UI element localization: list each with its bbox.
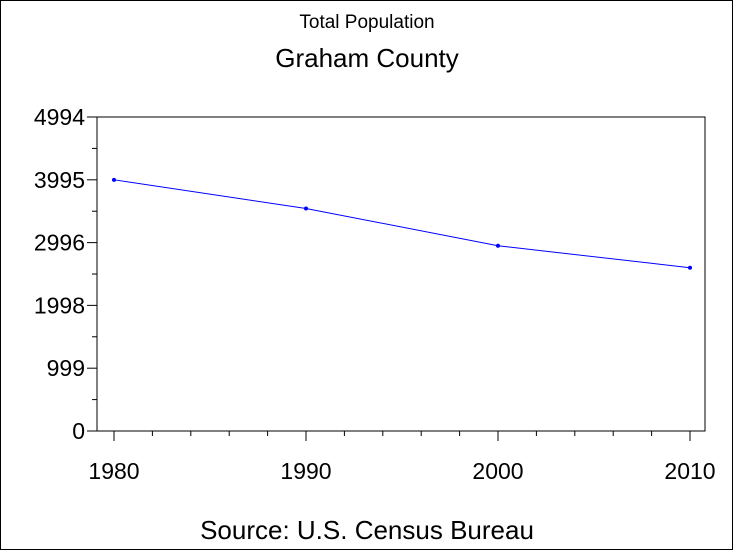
chart-source: Source: U.S. Census Bureau — [200, 515, 534, 545]
y-tick-label: 0 — [72, 418, 85, 444]
y-tick-label: 999 — [47, 355, 85, 381]
chart-title: Graham County — [275, 43, 459, 73]
x-axis: 1980 1990 2000 2010 — [88, 431, 716, 484]
data-point — [496, 243, 500, 248]
x-tick-label: 1990 — [280, 458, 331, 484]
data-point — [304, 206, 308, 211]
x-tick-label: 2010 — [664, 458, 715, 484]
y-axis: 0 999 1998 2996 3995 4994 — [34, 104, 97, 444]
y-tick-label: 3995 — [34, 167, 85, 193]
y-tick-label: 4994 — [34, 104, 85, 130]
plot-area — [96, 116, 706, 432]
x-tick-label: 1980 — [88, 458, 139, 484]
y-tick-label: 2996 — [34, 230, 85, 256]
y-tick-label: 1998 — [34, 292, 85, 318]
chart-subtitle: Total Population — [299, 12, 434, 33]
data-point — [112, 177, 116, 182]
x-tick-label: 2000 — [472, 458, 523, 484]
data-point — [688, 265, 692, 270]
series-layer — [112, 177, 692, 270]
series-line — [113, 179, 691, 269]
